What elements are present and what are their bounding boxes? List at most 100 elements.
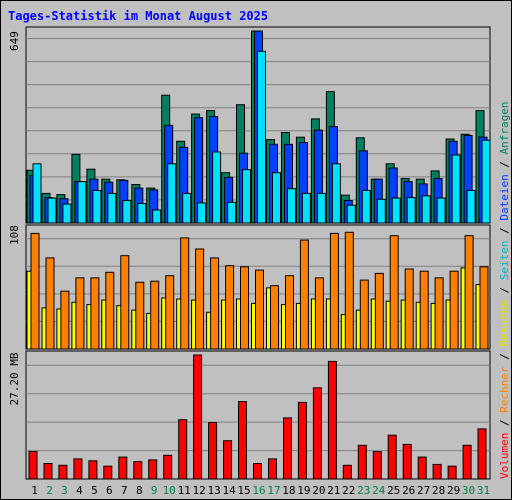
legend-dateien: Dateien [498,174,511,220]
bar-rechner-day-5 [90,277,100,350]
bar-seiten-day-19 [301,192,311,224]
legend-rechner: Rechner [498,366,511,413]
x-tick-label-day-13: 13 [207,484,220,497]
bar-volumen-day-19 [297,401,307,480]
x-tick-label-day-31: 31 [477,484,490,497]
bar-volumen-day-27 [417,456,427,480]
bar-seiten-day-1 [32,163,42,224]
bar-seiten-day-26 [406,197,416,224]
bar-volumen-day-7 [118,456,128,480]
bar-rechner-day-18 [285,275,294,350]
x-tick-label-day-22: 22 [342,484,355,497]
bar-seiten-day-7 [122,200,132,224]
bar-volumen-day-22 [342,464,352,480]
bar-rechner-day-29 [449,270,459,350]
x-tick-label-day-6: 6 [106,484,113,497]
bar-rechner-day-12 [195,248,205,350]
bar-volumen-day-29 [447,465,457,480]
x-tick-label-day-19: 19 [297,484,310,497]
x-tick-label-day-21: 21 [327,484,340,497]
bar-seiten-day-2 [47,197,57,224]
x-tick-label-day-11: 11 [178,484,191,497]
bar-seiten-day-21 [331,163,341,224]
bar-seiten-day-20 [316,192,326,224]
x-tick-label-day-15: 15 [237,484,250,497]
bar-rechner-day-7 [120,255,130,350]
legend-sep-1: / [498,413,511,433]
bar-volumen-day-12 [193,354,203,480]
bar-rechner-day-25 [389,235,399,350]
middle-max-label: 108 [8,225,21,245]
x-tick-label-day-1: 1 [31,484,38,497]
bar-seiten-day-16 [257,50,266,224]
x-tick-label-day-27: 27 [417,484,430,497]
bar-rechner-day-4 [75,277,85,350]
bar-volumen-day-11 [178,419,188,480]
top-max-label: 649 [8,31,21,51]
bar-rechner-day-27 [419,270,429,350]
bar-volumen-day-5 [88,460,98,480]
x-tick-label-day-30: 30 [462,484,475,497]
bar-volumen-day-3 [58,464,68,480]
bar-seiten-day-6 [107,192,117,224]
x-tick-label-day-3: 3 [61,484,68,497]
panel-requests-files-pages [25,26,491,224]
bar-rechner-day-23 [359,279,369,350]
bar-rechner-day-13 [210,257,220,350]
bar-rechner-day-15 [240,266,249,350]
bar-volumen-day-20 [312,387,322,480]
bar-volumen-day-8 [133,461,143,480]
bar-seiten-day-29 [451,154,461,224]
x-tick-label-day-28: 28 [432,484,445,497]
bar-seiten-day-31 [481,139,491,224]
x-tick-label-day-25: 25 [387,484,400,497]
bar-seiten-day-12 [197,202,207,224]
x-tick-label-day-4: 4 [76,484,83,497]
legend-besuche: Besuche [498,300,511,346]
bar-volumen-day-24 [372,451,382,480]
x-tick-label-day-10: 10 [163,484,176,497]
bar-rechner-day-28 [434,277,444,350]
bar-seiten-day-14 [227,201,237,224]
x-tick-label-day-29: 29 [447,484,460,497]
bar-rechner-day-17 [270,285,279,350]
x-tick-label-day-17: 17 [267,484,280,497]
bar-volumen-day-14 [223,440,233,480]
legend-volumen: Volumen [498,433,511,479]
bar-rechner-day-16 [255,269,264,350]
bar-volumen-day-31 [477,428,487,480]
bar-rechner-day-22 [344,231,354,350]
x-tick-label-day-12: 12 [192,484,205,497]
chart-title: Tages-Statistik im Monat August 2025 [8,9,268,23]
legend-sep-3: / [498,280,511,300]
x-tick-label-day-14: 14 [222,484,236,497]
bar-seiten-day-24 [376,198,386,224]
x-tick-label-day-26: 26 [402,484,415,497]
x-tick-label-day-9: 9 [151,484,158,497]
bar-seiten-day-18 [287,188,296,224]
bar-seiten-day-13 [212,151,222,224]
x-axis-day-labels: 1 2 3 4 5 6 7 8 9 10 11 12 13 14 15 16 17 18 19 20 21 22 23 24 2… [31,484,490,497]
bar-volumen-day-6 [103,465,113,480]
x-tick-label-day-16: 16 [252,484,265,497]
bar-rechner-day-3 [60,290,70,350]
bar-seiten-day-23 [361,190,371,224]
bar-seiten-day-9 [152,209,162,224]
bar-rechner-day-10 [165,275,175,350]
bar-volumen-day-26 [402,443,412,480]
bar-seiten-day-22 [346,204,356,224]
x-tick-label-day-23: 23 [357,484,370,497]
bar-volumen-day-28 [432,463,442,480]
bar-seiten-day-5 [92,190,102,224]
bar-seiten-day-11 [182,192,192,224]
x-tick-label-day-5: 5 [91,484,98,497]
x-tick-label-day-24: 24 [372,484,386,497]
bar-volumen-day-17 [268,458,277,480]
legend-seiten: Seiten [498,241,511,281]
bottom-max-label: 27.20 MB [8,352,21,405]
x-tick-label-day-18: 18 [282,484,295,497]
bar-volumen-day-15 [238,401,247,480]
bar-volumen-day-4 [73,458,83,480]
bar-rechner-day-30 [464,235,474,350]
